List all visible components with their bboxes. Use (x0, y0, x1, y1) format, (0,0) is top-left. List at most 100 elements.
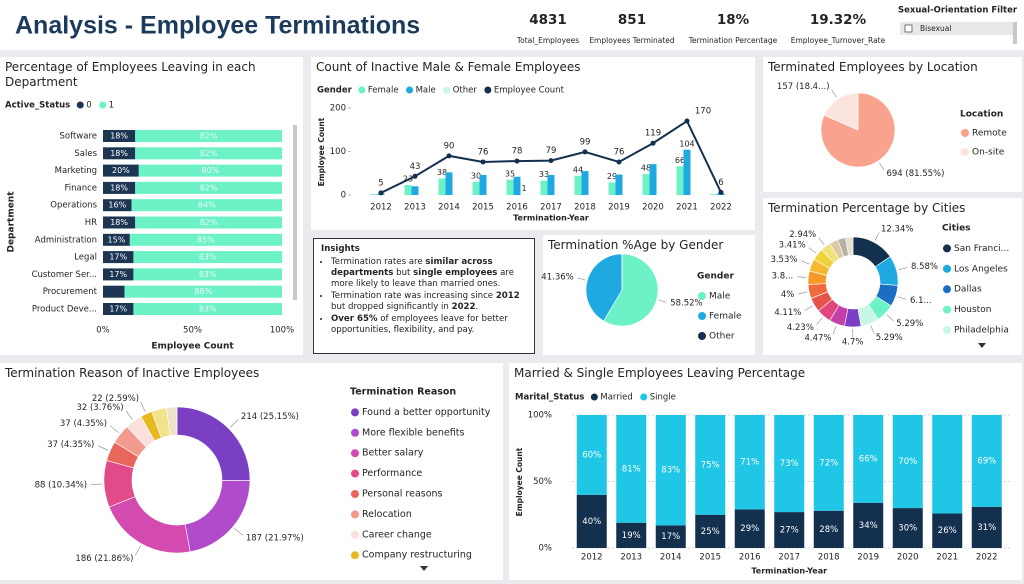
x-tick-label: 2019 (608, 203, 630, 213)
leader-line (870, 325, 875, 334)
data-label: 76 (478, 147, 489, 157)
data-label: 76 (614, 147, 625, 157)
y-tick-label: 0 (341, 191, 346, 201)
data-label: 37 (4.35%) (47, 440, 94, 450)
data-label: 41.36% (541, 272, 573, 282)
checkbox[interactable] (904, 24, 913, 33)
slice (603, 253, 659, 327)
slice (165, 406, 178, 436)
leader-line (801, 260, 810, 265)
data-label: 82% (200, 183, 218, 192)
filter-option-row[interactable] (900, 22, 1015, 35)
legend-marker (943, 326, 951, 334)
insight-bullet: Over 65% of employees leave for better o… (331, 314, 527, 336)
data-label: 83% (199, 305, 217, 314)
data-label: 73% (780, 459, 799, 469)
leader-line (886, 314, 894, 322)
data-label: 29% (740, 524, 759, 534)
legend-marker (99, 101, 107, 109)
legend-label: Relocation (362, 509, 412, 520)
data-label: 187 (21.97%) (246, 533, 304, 543)
legend-marker (351, 530, 359, 539)
page-title: Analysis - Employee Terminations (15, 12, 420, 40)
data-label: 37 (4.35%) (60, 419, 107, 429)
bar-segment (734, 415, 765, 510)
x-tick-label: 2018 (574, 203, 596, 213)
data-label: 83% (199, 270, 217, 279)
data-label: 85% (197, 235, 215, 244)
data-label: 17% (109, 270, 127, 279)
bar (540, 180, 548, 195)
data-label: 69% (977, 456, 996, 466)
filter-option[interactable]: Bisexual (920, 24, 952, 33)
insight-text: of employees leave for better opportunit… (331, 314, 508, 335)
data-label: 71% (740, 458, 759, 468)
data-label: 25% (701, 527, 720, 537)
data-label: 60% (582, 450, 601, 460)
bar-segment (103, 216, 136, 229)
legend-marker (351, 428, 359, 437)
data-label: 16% (108, 201, 126, 210)
kpi-value: 4831 (529, 12, 567, 28)
kpi-label: Termination Percentage (688, 36, 778, 45)
data-label: 17% (109, 305, 127, 314)
leader-line (234, 528, 244, 536)
legend-label: More flexible benefits (362, 427, 464, 438)
panel (311, 57, 755, 230)
x-tick-label: 2022 (710, 203, 732, 213)
data-label: 43 (410, 162, 421, 172)
y-tick-label: Procurement (43, 287, 98, 297)
panel-title: Terminated Employees by Location (768, 60, 978, 74)
insight-text: are more likely to leave than married on… (331, 268, 515, 289)
data-label: 104 (679, 139, 694, 148)
slice (820, 92, 896, 168)
data-label: 4% (781, 290, 795, 300)
y-tick-label: Administration (35, 235, 97, 245)
legend-marker (698, 332, 706, 340)
leader-line (135, 545, 141, 556)
data-label: 70% (898, 457, 917, 467)
y-tick-label: Operations (50, 201, 97, 211)
data-label: 5.29% (896, 319, 923, 329)
data-label: 33 (539, 170, 549, 179)
line-marker (446, 153, 452, 159)
insight-text: Over 65% (331, 314, 378, 324)
bar-segment (971, 415, 1002, 507)
y-tick-label: 0% (539, 544, 553, 554)
legend-marker (698, 292, 706, 300)
data-label: 66 (675, 156, 685, 165)
data-label: 6.1... (910, 296, 932, 306)
data-label: 35 (505, 169, 515, 178)
scrollbar[interactable] (1013, 22, 1017, 44)
data-label: 2.94% (789, 230, 816, 240)
bar-segment (892, 415, 923, 509)
leader-line (831, 89, 837, 98)
data-label: 88% (194, 287, 212, 296)
data-label: 32 (3.76%) (76, 403, 123, 413)
y-tick-label: 100 (330, 147, 346, 157)
insight-text: 2012 (495, 291, 520, 301)
panel-title: Count of Inactive Male & Female Employee… (316, 60, 581, 74)
leader-line (898, 267, 908, 271)
insight-text: but (393, 268, 414, 278)
line-marker (684, 118, 690, 124)
bar-segment (616, 522, 647, 548)
x-tick-label: 2016 (739, 553, 761, 563)
legend-label: Married (600, 393, 632, 403)
bar-segment (655, 415, 686, 526)
axis-title: Termination-Year (513, 214, 589, 223)
leader-line (808, 247, 817, 254)
bar (608, 182, 616, 195)
bar (370, 194, 378, 195)
axis-title: Employee Count (515, 447, 524, 516)
axis-title: Employee Count (151, 342, 234, 352)
data-label: 6 (718, 178, 723, 188)
data-label: 15% (108, 235, 126, 244)
bar (683, 149, 691, 195)
data-label: 72% (819, 458, 838, 468)
x-tick-label: 100% (270, 326, 294, 336)
bar (710, 194, 718, 195)
bar (513, 176, 521, 195)
bar-segment (103, 147, 136, 160)
